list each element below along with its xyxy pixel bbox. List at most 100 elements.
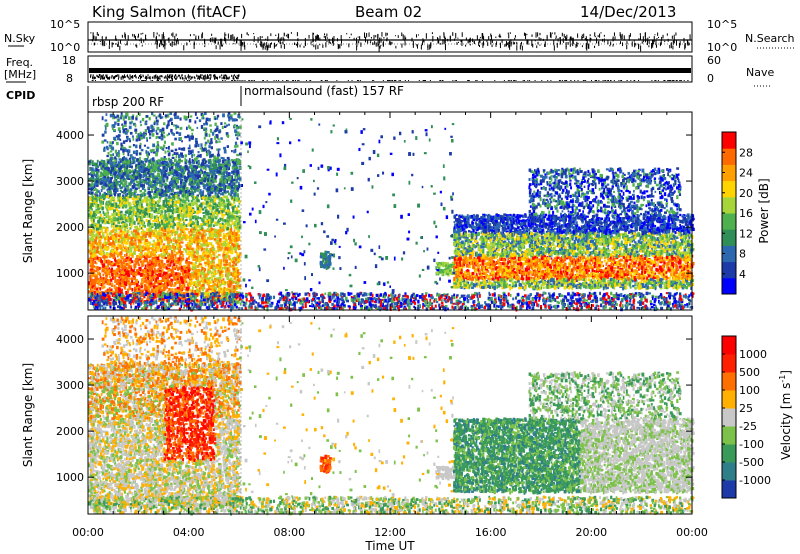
nsky-mark (112, 42, 114, 45)
power-cell (167, 247, 170, 250)
nsky-mark (521, 45, 523, 51)
power-cell (218, 283, 221, 288)
power-cell (204, 221, 207, 224)
nave-mark (159, 77, 161, 80)
power-cell (220, 207, 223, 211)
power-cell (212, 228, 215, 231)
power-cell (140, 180, 143, 184)
nsky-mark (469, 43, 471, 46)
power-cell (218, 243, 221, 248)
power-cell (137, 202, 140, 206)
power-cell (100, 189, 103, 192)
nave-mark (118, 76, 120, 79)
nsky-mark (280, 42, 282, 44)
power-cell (101, 270, 105, 273)
power-cell (224, 195, 226, 199)
nsky-mark (535, 32, 537, 38)
nave-mark (134, 74, 136, 77)
power-cell (119, 253, 122, 257)
power-cell (229, 277, 233, 280)
nave-mark (198, 75, 200, 78)
power-cell (210, 250, 214, 253)
power-cell (208, 233, 212, 237)
nsky-mark (263, 42, 265, 46)
power-cell (144, 163, 146, 166)
nsky-mark (145, 35, 147, 41)
nave-mark (669, 80, 671, 81)
nsky-mark (672, 45, 674, 50)
power-cell (212, 264, 216, 268)
power-cell (155, 195, 158, 199)
power-cell (123, 221, 126, 225)
nave-mark (467, 80, 469, 81)
power-cell (166, 259, 169, 264)
nave-mark (108, 77, 110, 80)
nave-mark (111, 74, 113, 77)
nave-mark (225, 77, 227, 80)
power-cell (152, 203, 155, 208)
power-cell (238, 181, 240, 186)
power-cell (234, 235, 237, 239)
nsky-mark (483, 36, 485, 41)
nsky-mark (279, 38, 281, 44)
freq-unit: [MHz] (4, 68, 36, 81)
nsky-mark (661, 36, 663, 40)
nsky-mark (641, 41, 643, 44)
nsky-mark (586, 42, 588, 46)
nave-mark (382, 80, 384, 81)
nsky-mark (213, 40, 215, 44)
power-cell (145, 219, 148, 223)
power-cell (133, 271, 137, 275)
power-cell (236, 184, 239, 189)
nsky-mark (598, 40, 600, 47)
nave-mark (168, 75, 170, 78)
nsky-mark (277, 40, 279, 43)
nsky-mark (394, 35, 396, 37)
power-cell (222, 217, 225, 220)
nsky-mark (655, 44, 657, 48)
nsky-mark (415, 34, 417, 38)
power-cell (88, 183, 91, 186)
power-cell (201, 258, 205, 261)
power-cell (197, 216, 200, 220)
nave-mark (106, 74, 108, 77)
nsky-mark (172, 41, 174, 43)
nsky-mark (183, 45, 185, 51)
power-cell (171, 255, 175, 260)
nave-mark (92, 74, 94, 77)
power-cell (182, 228, 186, 232)
power-cell (123, 228, 127, 232)
nave-mark (209, 74, 211, 77)
nsky-mark (675, 32, 677, 36)
nsky-mark (551, 32, 553, 35)
nave-mark (100, 77, 102, 80)
nsky-mark (479, 36, 481, 39)
nave-mark (250, 80, 252, 81)
power-cell (147, 182, 150, 187)
nsky-mark (126, 42, 128, 45)
power-cell (103, 266, 107, 270)
nsky-mark (270, 33, 272, 37)
power-cell (121, 240, 124, 245)
nsky-mark (232, 34, 234, 40)
power-cell (110, 191, 112, 195)
power-cell (114, 260, 117, 263)
power-cell (177, 300, 180, 303)
nave-mark (310, 80, 312, 81)
nsky-mark (623, 35, 625, 40)
nsky-mark (225, 34, 227, 36)
nave-mark (577, 80, 579, 81)
power-cell (175, 163, 178, 167)
nsky-mark (253, 33, 255, 35)
nave-mark (529, 80, 531, 81)
nsky-mark (659, 42, 661, 47)
nave-mark (116, 74, 118, 77)
nave-mark (155, 74, 157, 77)
nave-mark (262, 80, 264, 81)
nsky-mark (240, 45, 242, 51)
nave-mark (171, 77, 173, 80)
nsky-mark (449, 36, 451, 42)
power-cell (97, 190, 100, 193)
nave-mark (467, 80, 469, 81)
power-cell (90, 283, 93, 288)
